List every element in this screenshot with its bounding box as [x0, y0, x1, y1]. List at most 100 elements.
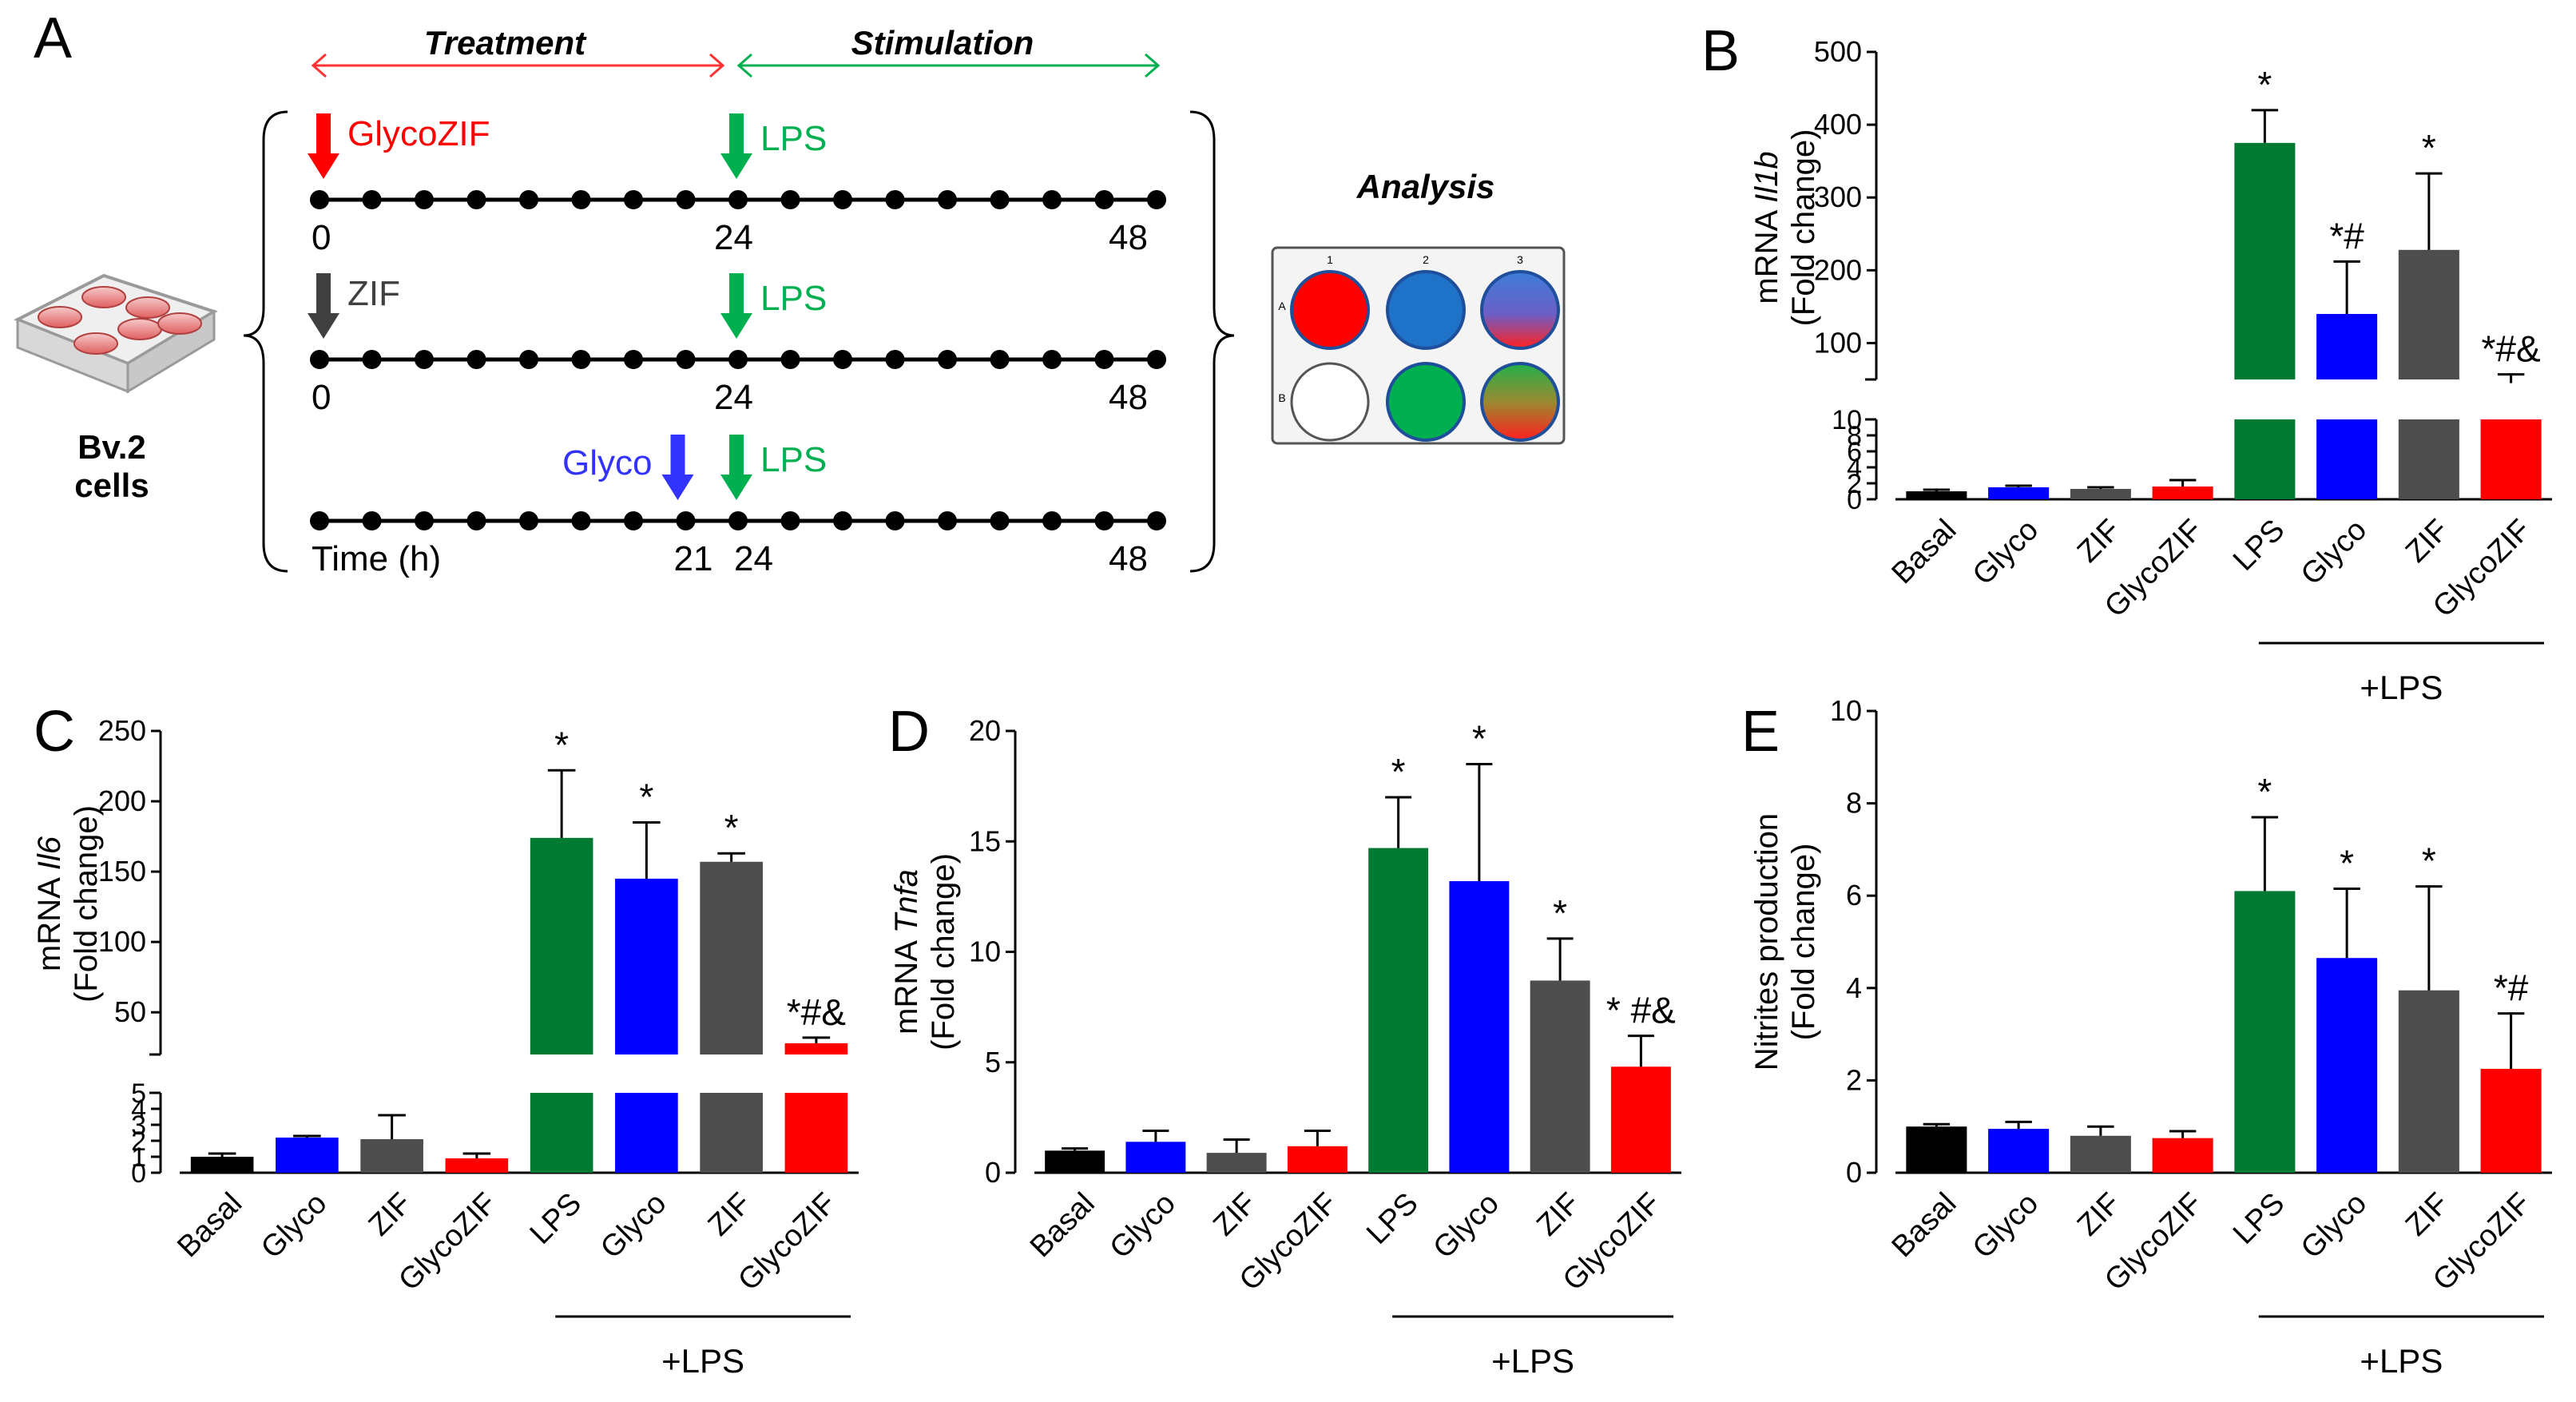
timeline-3-dot: [780, 511, 800, 530]
chart-e-category-label: Glyco: [2295, 1186, 2373, 1265]
chart-b-y-tick-label: 4: [1847, 453, 1862, 483]
chart-d-y-tick-label: 10: [969, 935, 1001, 968]
timeline-2-dot: [728, 350, 748, 369]
panel-letter-a: A: [34, 6, 72, 70]
timeline-1-dot: [310, 190, 329, 209]
timeline-2-dot: [990, 350, 1010, 369]
stimulus-label: LPS: [760, 279, 827, 318]
chart-c-y-tick-label: 250: [98, 714, 146, 747]
chart-panel-e: E Nitrites production (Fold change) 0 2 4 6 8 10…: [1741, 694, 2552, 1380]
chart-e-panel-letter: E: [1741, 700, 1780, 764]
chart-c-y-tick-label: 100: [98, 925, 146, 958]
timeline-2-dot: [466, 350, 486, 369]
chart-e-bar-5: [2234, 891, 2296, 1173]
chart-c-significance-label: *: [724, 807, 739, 848]
chart-b-category-label: Glyco: [1967, 513, 2045, 591]
treatment-arrow-head-icon: [661, 475, 694, 500]
chart-b-bar-6-lower: [2316, 419, 2378, 499]
chart-c-category-label: Glyco: [255, 1186, 333, 1265]
chart-c-bar-7: [700, 861, 763, 1054]
chart-d-significance-label: * #&: [1606, 990, 1676, 1031]
chart-c-y-tick-label: 200: [98, 784, 146, 817]
timeline-3-dot: [990, 511, 1010, 530]
chart-b-category-label: Glyco: [2295, 513, 2373, 591]
chart-d-bar-8: [1610, 1066, 1671, 1173]
chart-c-category-label: ZIF: [702, 1186, 758, 1242]
chart-c-bar-2: [276, 1138, 339, 1173]
chart-b-y-tick-label: 0: [1847, 485, 1862, 515]
chart-e-bar-4: [2152, 1138, 2213, 1173]
chart-b-bar-5: [2234, 142, 2296, 379]
chart-b-bar-4: [2152, 487, 2213, 499]
chart-e-category-label: ZIF: [2071, 1186, 2127, 1242]
treatment-label: ZIF: [347, 274, 400, 313]
time-tick-label: 0: [312, 378, 331, 417]
timeline-1-dot: [1094, 190, 1114, 209]
chart-b-y-tick-label: 300: [1814, 181, 1862, 213]
chart-e-y-tick-label: 4: [1846, 971, 1862, 1004]
plate-col-2: 2: [1423, 253, 1429, 266]
chart-d-ylabel: mRNA Tnfa: [889, 869, 924, 1035]
treatment-arrow-head-icon: [308, 313, 339, 339]
chart-d-significance-label: *: [1553, 892, 1567, 934]
well-a1: [1290, 270, 1370, 350]
timeline-3-dot: [885, 511, 905, 530]
chart-c-category-label: ZIF: [363, 1186, 419, 1242]
chart-c-y-tick-label: 50: [114, 995, 146, 1028]
chart-c-bar-5: [530, 837, 593, 1054]
chart-b-ylabel-line2: (Fold change): [1786, 129, 1821, 327]
chart-c-bar-6: [615, 878, 678, 1054]
chart-b-category-label: Basal: [1885, 513, 1963, 590]
chart-e-significance-label: *#: [2494, 967, 2529, 1009]
chart-d-category-label: ZIF: [1530, 1186, 1586, 1242]
timeline-2-dot: [1147, 350, 1166, 369]
timeline-1-dot: [990, 190, 1010, 209]
timeline-1-dot: [938, 190, 957, 209]
chart-d-category-label: Glyco: [1104, 1186, 1182, 1265]
chart-c-bar-7-lower: [700, 1093, 763, 1173]
chart-c-y-tick-label: 5: [131, 1078, 146, 1109]
timeline-3-dot: [571, 511, 591, 530]
chart-b-bar-7-lower: [2398, 419, 2459, 499]
timeline-3-dot: [728, 511, 748, 530]
analysis-plate: 1 2 3 A B: [1271, 246, 1566, 445]
chart-c-y-tick-label: 2: [131, 1126, 146, 1157]
plate-col-1: 1: [1327, 253, 1333, 266]
stimulation-range-arrow: [736, 53, 1161, 78]
chart-b-bar-7: [2398, 249, 2459, 379]
treatment-arrow-icon: [316, 273, 331, 315]
chart-e-y-tick-label: 6: [1846, 879, 1862, 911]
chart-e-category-label: LPS: [2227, 1186, 2291, 1250]
timeline-1-dot: [728, 190, 748, 209]
treatment-label: GlycoZIF: [347, 114, 490, 153]
chart-c-category-label: Glyco: [594, 1186, 673, 1265]
chart-d-y-tick-label: 0: [985, 1156, 1001, 1189]
timeline-3-dot: [519, 511, 538, 530]
chart-e-y-tick-label: 8: [1846, 787, 1862, 820]
timeline-3-dot: [466, 511, 486, 530]
chart-e-bar-6: [2316, 958, 2378, 1173]
timeline-1-dot: [415, 190, 434, 209]
chart-e-bar-1: [1906, 1126, 1967, 1173]
chart-b-y-tick-label: 500: [1814, 35, 1862, 68]
chart-b-bar-2: [1988, 487, 2050, 499]
chart-e-ylabel-line2: (Fold change): [1786, 844, 1821, 1041]
chart-d-ylabel-line2: (Fold change): [926, 853, 961, 1051]
chart-b-significance-label: *: [2422, 127, 2436, 169]
chart-d-category-label: Basal: [1024, 1186, 1101, 1264]
timeline-3-dot: [1147, 511, 1166, 530]
chart-e-y-tick-label: 0: [1846, 1156, 1862, 1189]
chart-d-bar-3: [1206, 1153, 1267, 1173]
plate-col-3: 3: [1517, 253, 1523, 266]
chart-c-y-tick-label: 0: [131, 1158, 146, 1189]
chart-d-bar-5: [1368, 848, 1429, 1173]
well-b1: [1290, 362, 1370, 442]
chart-e-category-label: ZIF: [2399, 1186, 2455, 1242]
time-tick-label: 24: [714, 378, 753, 417]
chart-c-ylabel: mRNA Il6: [32, 836, 67, 971]
timeline-1-dot: [833, 190, 852, 209]
cells-label-line2: cells: [74, 467, 149, 504]
chart-c-bar-4: [445, 1158, 509, 1173]
chart-b-y-tick-label: 6: [1847, 437, 1862, 467]
well-b2: [1386, 362, 1466, 442]
